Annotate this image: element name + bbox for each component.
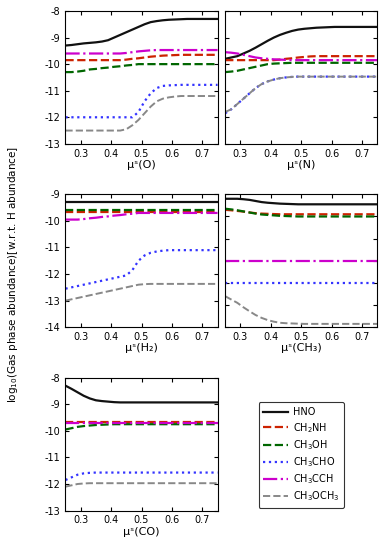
X-axis label: μˢ(O): μˢ(O) (127, 160, 156, 170)
Text: log$_{10}$(Gas phase abundance)[w.r.t. H abundance]: log$_{10}$(Gas phase abundance)[w.r.t. H… (7, 146, 20, 403)
Legend: HNO, CH$_2$NH, CH$_3$OH, CH$_3$CHO, CH$_3$CCH, CH$_3$OCH$_3$: HNO, CH$_2$NH, CH$_3$OH, CH$_3$CHO, CH$_… (258, 402, 344, 508)
X-axis label: μˢ(CH₃): μˢ(CH₃) (281, 344, 321, 354)
X-axis label: μˢ(CO): μˢ(CO) (123, 527, 160, 537)
X-axis label: μˢ(H₂): μˢ(H₂) (125, 344, 158, 354)
X-axis label: μˢ(N): μˢ(N) (287, 160, 315, 170)
